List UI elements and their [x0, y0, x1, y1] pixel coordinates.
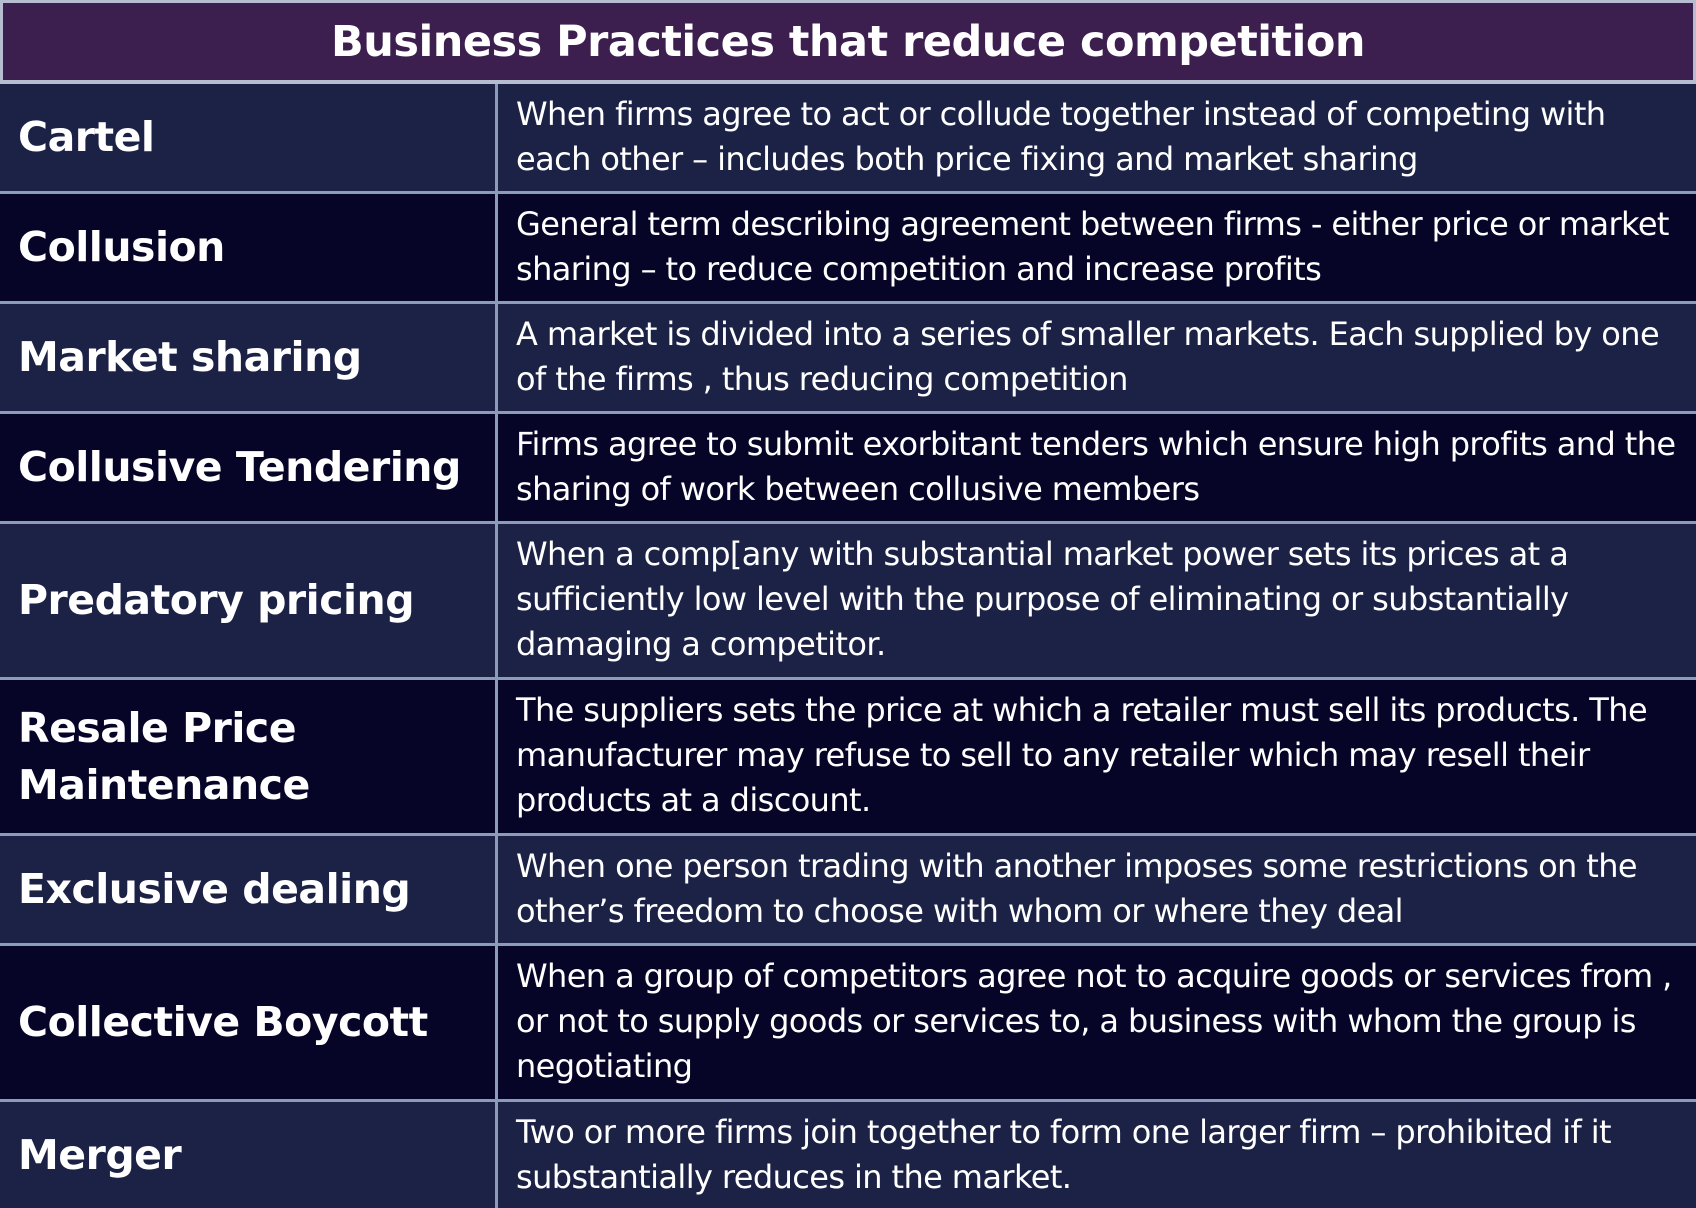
term-cell: Collective Boycott — [0, 946, 498, 1099]
table-row: Market sharing A market is divided into … — [0, 304, 1696, 414]
description-cell: When one person trading with another imp… — [516, 847, 1638, 930]
description-cell: When a group of competitors agree not to… — [516, 957, 1672, 1085]
term-cell: Cartel — [0, 84, 498, 191]
table-row: Collusion General term describing agreem… — [0, 194, 1696, 304]
term-cell: Market sharing — [0, 304, 498, 411]
table-body: Cartel When firms agree to act or collud… — [0, 84, 1696, 1208]
table-title: Business Practices that reduce competiti… — [0, 0, 1696, 84]
table-row: Exclusive dealing When one person tradin… — [0, 836, 1696, 946]
description-cell: Firms agree to submit exorbitant tenders… — [516, 425, 1676, 508]
term-cell: Resale Price Maintenance — [0, 680, 498, 833]
description-cell: Two or more firms join together to form … — [516, 1113, 1612, 1196]
term-cell: Collusive Tendering — [0, 414, 498, 521]
table-row: Merger Two or more firms join together t… — [0, 1102, 1696, 1208]
term-cell: Predatory pricing — [0, 524, 498, 677]
table-row: Resale Price Maintenance The suppliers s… — [0, 680, 1696, 836]
term-cell: Merger — [0, 1102, 498, 1208]
description-cell: A market is divided into a series of sma… — [516, 315, 1660, 398]
table-row: Cartel When firms agree to act or collud… — [0, 84, 1696, 194]
term-cell: Exclusive dealing — [0, 836, 498, 943]
table-row: Predatory pricing When a comp[any with s… — [0, 524, 1696, 680]
table-row: Collective Boycott When a group of compe… — [0, 946, 1696, 1102]
description-cell: The suppliers sets the price at which a … — [516, 691, 1648, 819]
description-cell: When firms agree to act or collude toget… — [516, 95, 1606, 178]
term-cell: Collusion — [0, 194, 498, 301]
description-cell: When a comp[any with substantial market … — [516, 535, 1569, 663]
table-row: Collusive Tendering Firms agree to submi… — [0, 414, 1696, 524]
description-cell: General term describing agreement betwee… — [516, 205, 1669, 288]
